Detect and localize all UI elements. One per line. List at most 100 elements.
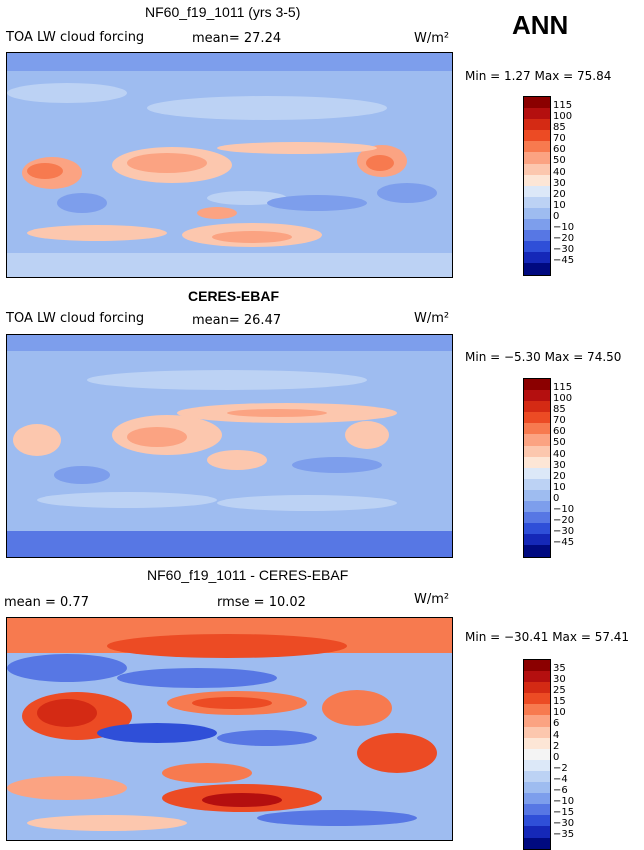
colorbar-segment [524, 478, 550, 490]
colorbar-tick-label: −10 [553, 222, 575, 234]
panel3-minmax: Min = −30.41 Max = 57.41 [465, 630, 630, 644]
colorbar-tick-label: −10 [553, 504, 575, 516]
panel1-title: NF60_f19_1011 (yrs 3-5) [145, 4, 301, 20]
colorbar-segment [524, 196, 550, 208]
colorbar-tick-label: 50 [553, 155, 566, 167]
colorbar-tick-label: 4 [553, 729, 560, 741]
panel1-units: W/m² [414, 31, 450, 46]
colorbar-segment [524, 263, 550, 275]
colorbar-segment [524, 456, 550, 468]
colorbar-segment [524, 97, 550, 109]
colorbar-tick-label: −45 [553, 537, 575, 549]
colorbar-panel2 [523, 378, 551, 558]
colorbar-tick-label: 15 [553, 696, 566, 708]
season-label: ANN [512, 10, 569, 40]
colorbar-tick-label: −4 [553, 773, 568, 785]
panel2-mean: mean= 26.47 [192, 313, 282, 328]
colorbar-tick-label: 20 [553, 188, 566, 200]
colorbar-tick-label: 6 [553, 718, 560, 730]
colorbar-segment [524, 445, 550, 457]
colorbar-tick-label: 60 [553, 144, 566, 156]
colorbar-tick-label: −30 [553, 526, 575, 538]
colorbar-labels-panel2: 115 100 85 70 60 50 40 30 20 10 0 −10 −20 −30 −45 [553, 382, 574, 548]
colorbar-tick-label: −6 [553, 785, 568, 797]
colorbar-tick-label: 0 [553, 492, 560, 504]
colorbar-labels-panel1: 115 100 85 70 60 50 40 30 20 10 0 −10 −20 −30 −45 [553, 100, 574, 266]
colorbar-segment [524, 489, 550, 502]
colorbar-tick-label: 0 [553, 210, 560, 222]
panel1-map [6, 52, 453, 278]
colorbar-tick-label: −15 [553, 807, 575, 819]
colorbar-tick-label: 40 [553, 448, 566, 460]
colorbar-segment [524, 119, 550, 131]
colorbar-tick-label: 40 [553, 166, 566, 178]
panel1-mean: mean= 27.24 [192, 31, 282, 46]
colorbar-tick-label: 100 [553, 111, 573, 123]
panel1-minmax: Min = 1.27 Max = 75.84 [465, 69, 612, 83]
colorbar-segment [524, 748, 550, 760]
colorbar-segment [524, 174, 550, 186]
colorbar-tick-label: 10 [553, 199, 566, 211]
panel2-map [6, 334, 453, 558]
colorbar-panel3 [523, 659, 551, 850]
colorbar-tick-label: −45 [553, 255, 575, 267]
colorbar-tick-label: 20 [553, 470, 566, 482]
panel1-field [7, 53, 452, 277]
colorbar-segment [524, 759, 550, 771]
colorbar-segment [524, 523, 550, 535]
colorbar-segment [524, 423, 550, 435]
colorbar-tick-label: −20 [553, 233, 575, 245]
colorbar-tick-label: 50 [553, 437, 566, 449]
colorbar-tick-label: 10 [553, 481, 566, 493]
colorbar-tick-label: −10 [553, 796, 575, 808]
colorbar-segment [524, 467, 550, 479]
colorbar-tick-label: 30 [553, 459, 566, 471]
colorbar-tick-label: −20 [553, 515, 575, 527]
panel3-title: NF60_f19_1011 - CERES-EBAF [147, 567, 349, 583]
colorbar-tick-label: 10 [553, 707, 566, 719]
colorbar-segment [524, 693, 550, 705]
colorbar-segment [524, 782, 550, 794]
panel3-map [6, 617, 453, 841]
colorbar-segment [524, 804, 550, 816]
colorbar-segment [524, 130, 550, 142]
colorbar-tick-label: −30 [553, 818, 575, 830]
colorbar-segment [524, 512, 550, 524]
colorbar-panel1 [523, 96, 551, 276]
colorbar-tick-label: 25 [553, 685, 566, 697]
colorbar-tick-label: 70 [553, 415, 566, 427]
colorbar-tick-label: 0 [553, 751, 560, 763]
panel3-mean: mean = 0.77 [4, 595, 89, 610]
colorbar-segment [524, 163, 550, 175]
colorbar-tick-label: 35 [553, 663, 566, 674]
colorbar-segment [524, 412, 550, 424]
colorbar-segment [524, 704, 550, 716]
panel2-minmax: Min = −5.30 Max = 74.50 [465, 350, 622, 364]
colorbar-segment [524, 726, 550, 738]
panel2-title: CERES-EBAF [188, 288, 280, 304]
colorbar-segment [524, 660, 550, 672]
colorbar-segment [524, 545, 550, 557]
colorbar-segment [524, 379, 550, 391]
colorbar-segment [524, 715, 550, 727]
colorbar-segment [524, 682, 550, 694]
colorbar-tick-label: 100 [553, 393, 573, 405]
colorbar-segment [524, 219, 550, 231]
colorbar-segment [524, 815, 550, 827]
colorbar-tick-label: 30 [553, 177, 566, 189]
colorbar-labels-panel3: 35 30 25 15 10 6 4 2 0 −2 −4 −6 −10 −15 −30 −35 [553, 663, 574, 841]
colorbar-segment [524, 390, 550, 402]
panel3-field [7, 618, 452, 840]
colorbar-segment [524, 230, 550, 242]
colorbar-segment [524, 152, 550, 164]
colorbar-tick-label: 115 [553, 382, 573, 393]
panel1-variable: TOA LW cloud forcing [6, 30, 145, 45]
panel2-variable: TOA LW cloud forcing [6, 311, 145, 326]
colorbar-tick-label: 2 [553, 740, 560, 752]
panel2-field [7, 335, 452, 557]
colorbar-tick-label: 85 [553, 404, 566, 416]
panel2-units: W/m² [414, 311, 450, 326]
colorbar-segment [524, 252, 550, 264]
colorbar-segment [524, 793, 550, 805]
colorbar-tick-label: 30 [553, 674, 566, 686]
